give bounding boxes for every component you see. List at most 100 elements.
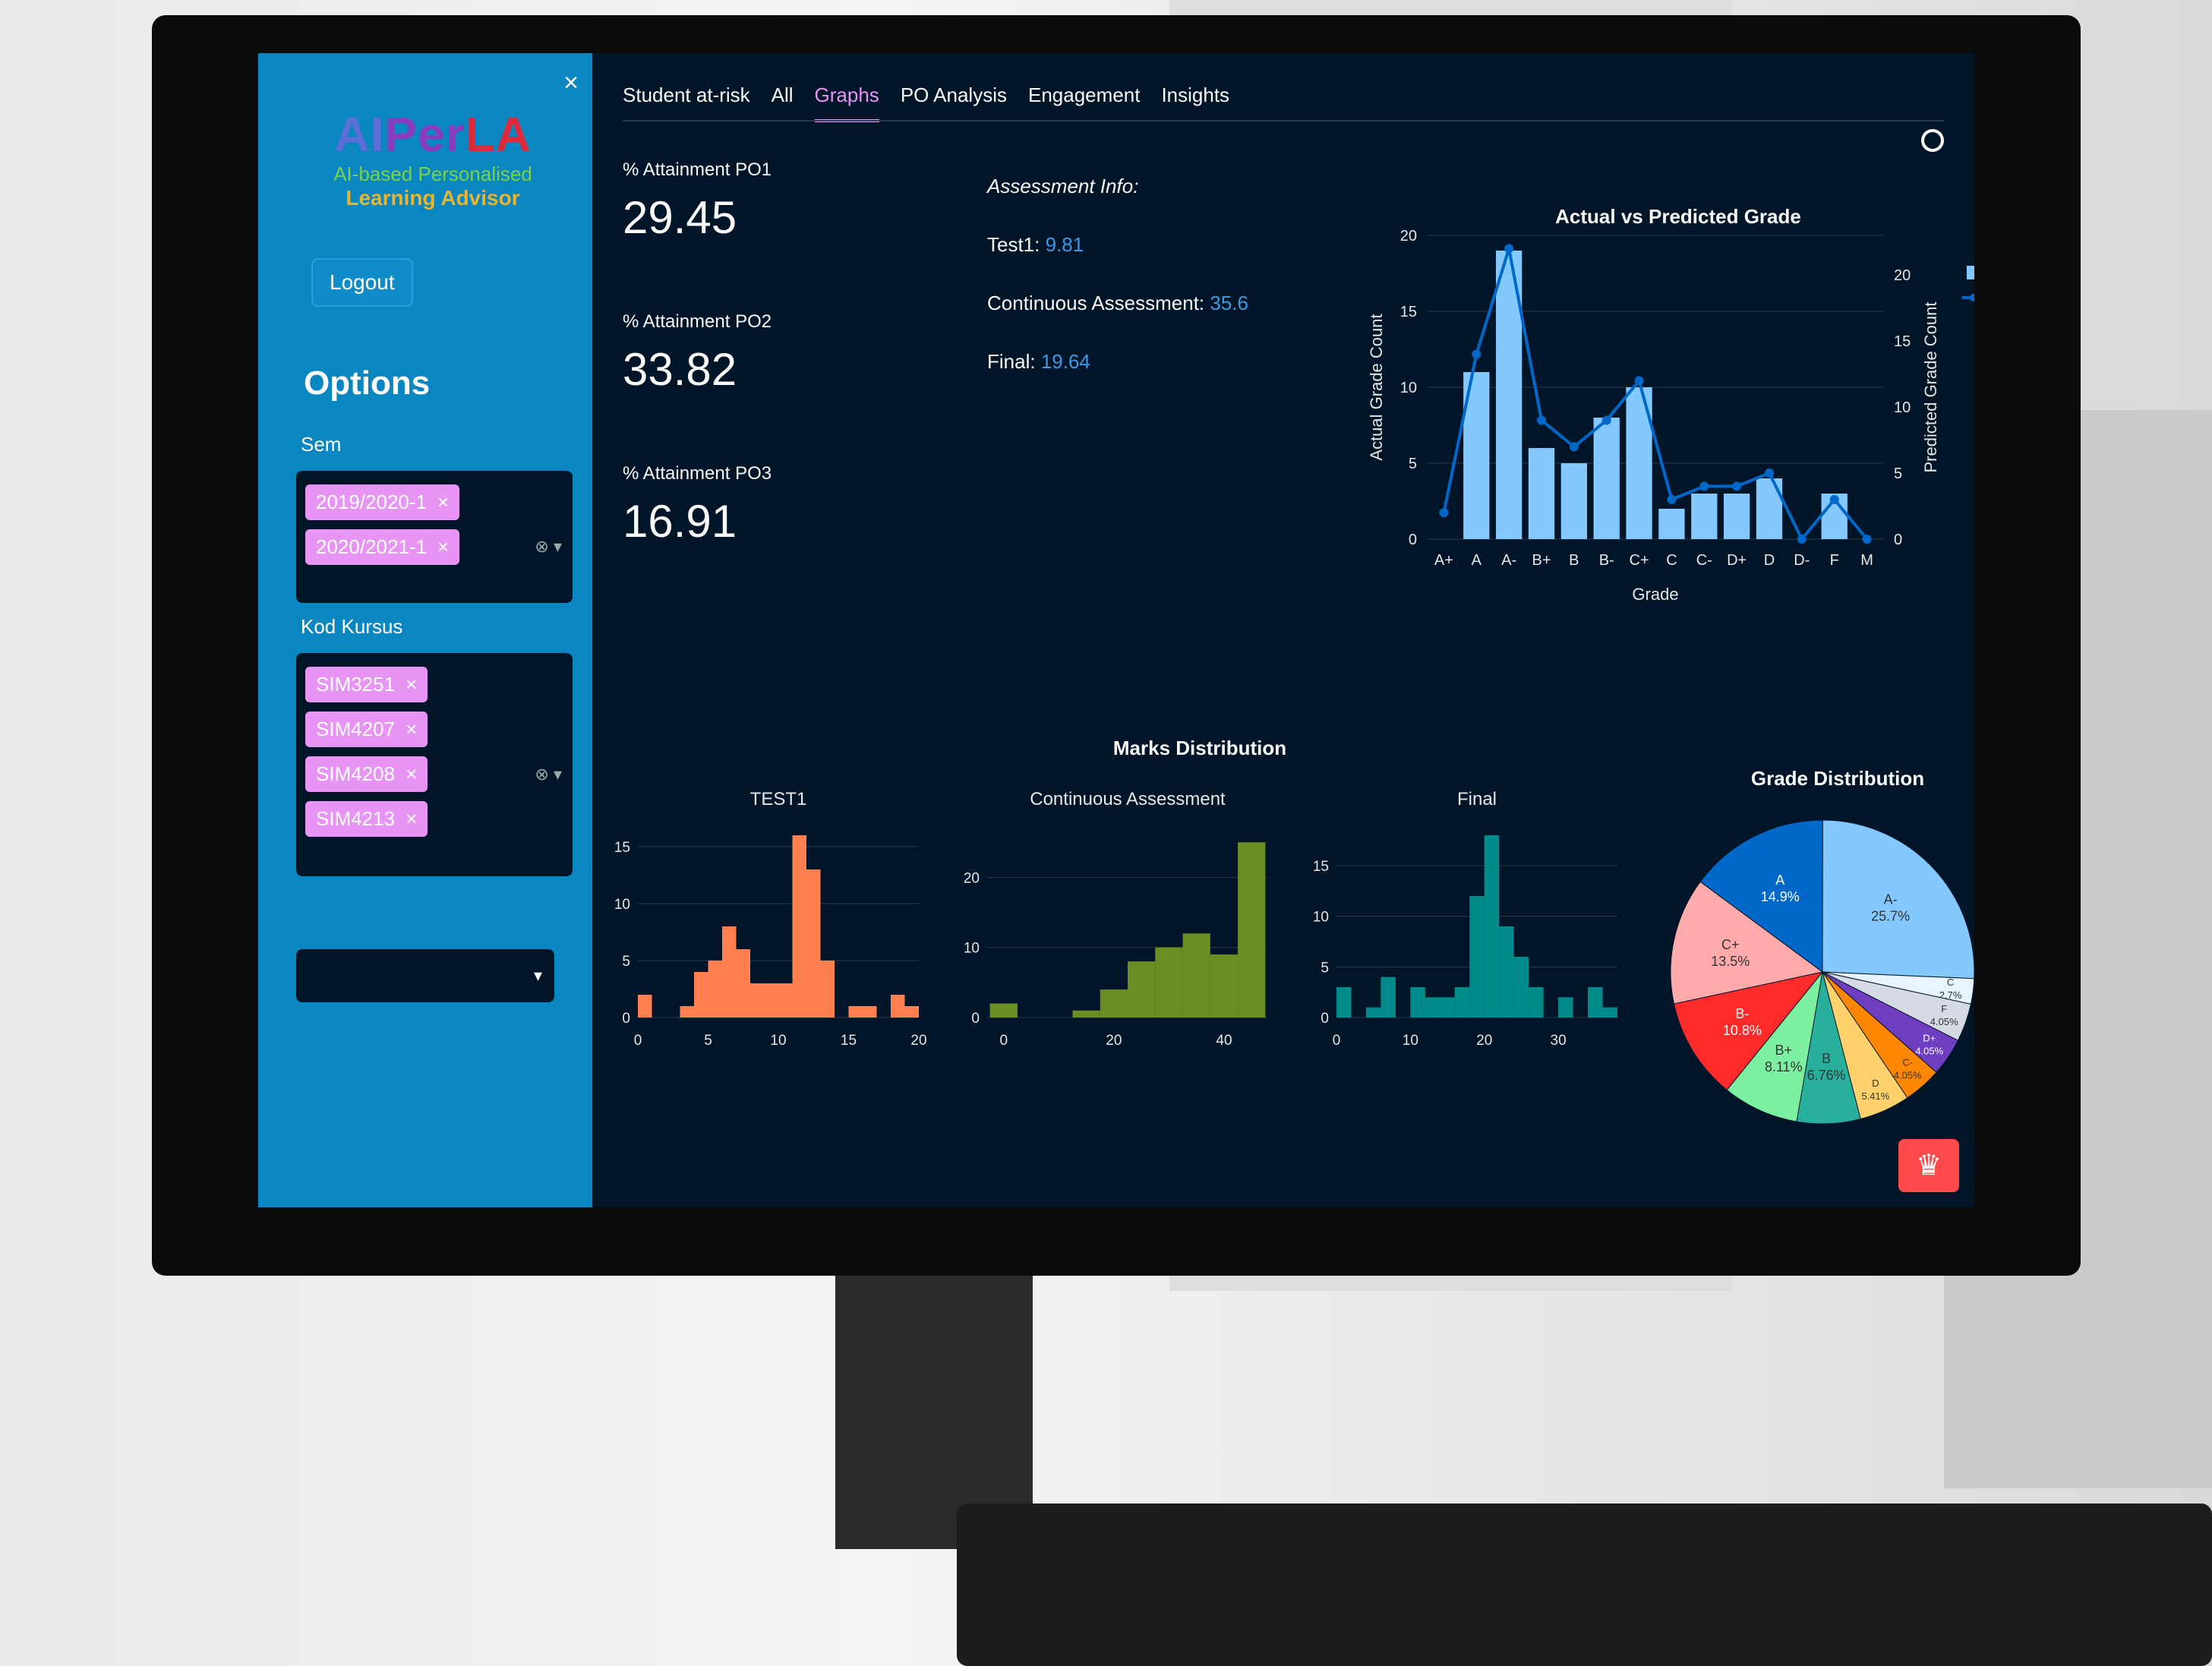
y-tick-label: 0	[1409, 532, 1417, 548]
metric-value: 29.45	[623, 192, 737, 243]
pie-percent: 5.41%	[1861, 1090, 1889, 1102]
info-value: 19.64	[1040, 350, 1090, 373]
histogram-bar	[1469, 896, 1485, 1018]
histogram-bar	[863, 1006, 877, 1018]
histogram-bar	[1336, 987, 1352, 1018]
histogram-bar	[750, 983, 765, 1018]
histogram-bar	[1602, 1007, 1617, 1018]
chip-kod_kursus[interactable]: SIM4208 ×	[305, 756, 428, 792]
predicted-line	[1442, 248, 1869, 542]
sem-label: Sem	[301, 433, 342, 456]
x-tick-label: 0	[634, 1033, 642, 1049]
marks-distribution-title: Marks Distribution	[1112, 737, 1287, 759]
chip-remove-icon[interactable]: ×	[437, 535, 450, 558]
chevron-down-icon[interactable]: ▾	[553, 537, 562, 556]
histogram-bar	[1588, 987, 1603, 1018]
y-tick-label: 0	[1321, 1011, 1329, 1027]
chevron-down-icon[interactable]: ▾	[553, 765, 562, 784]
assessment-info-row: Final: 19.64	[987, 350, 1248, 374]
chart-title: Actual vs Predicted Grade	[1555, 205, 1801, 228]
histogram-bar	[820, 961, 835, 1018]
bar-D	[1756, 478, 1783, 539]
bar-B-	[1593, 418, 1620, 539]
histogram-bar	[1128, 961, 1156, 1018]
chip-remove-icon[interactable]: ×	[405, 673, 418, 696]
logo: AIPerLA AI-based Personalised Learning A…	[311, 106, 554, 210]
chip-label: SIM4208	[316, 762, 396, 785]
histogram-bar	[1155, 947, 1183, 1018]
tab-engagement[interactable]: Engagement	[1027, 84, 1141, 106]
clear-icon[interactable]: ⊗	[535, 765, 549, 784]
tab-insights[interactable]: Insights	[1161, 84, 1230, 106]
histogram-bar	[1072, 1010, 1100, 1018]
histogram-bar	[1410, 987, 1425, 1018]
chip-kod_kursus[interactable]: SIM4213 ×	[305, 801, 428, 837]
multiselect-controls: ⊗ ▾	[535, 537, 562, 557]
histogram-bar	[680, 1006, 694, 1018]
bar-C-	[1691, 494, 1718, 539]
histogram-bar	[1100, 989, 1128, 1018]
x-tick-label: A-	[1501, 552, 1516, 569]
histogram-title: Final	[1457, 789, 1497, 809]
logout-button[interactable]: Logout	[311, 258, 413, 307]
pie-slice-A-	[1822, 819, 1974, 980]
histogram-bar	[848, 1006, 863, 1018]
legend-marker	[1970, 294, 1974, 301]
tab-student-at-risk[interactable]: Student at-risk	[623, 84, 750, 106]
chip-kod_kursus[interactable]: SIM4207 ×	[305, 712, 428, 747]
x-tick-label: D-	[1794, 552, 1810, 569]
final-histogram: Final 0 5 10 15 0 10 20 30	[1313, 789, 1617, 1049]
pie-label: D+	[1923, 1032, 1936, 1043]
options-heading: Options	[304, 364, 431, 402]
pie-label: B-	[1735, 1006, 1749, 1021]
sem-multiselect[interactable]: ⊗ ▾ 2019/2020-1 × 2020/2021-1 ×	[296, 471, 573, 603]
chip-remove-icon[interactable]: ×	[405, 762, 418, 785]
logo-line2: Learning Advisor	[346, 186, 520, 210]
tab-graphs[interactable]: Graphs	[814, 84, 879, 122]
pie-label: D	[1872, 1078, 1879, 1089]
pie-label: B+	[1775, 1043, 1793, 1058]
histogram-title: Continuous Assessment	[1030, 789, 1226, 809]
predicted-point-C+	[1634, 376, 1644, 386]
clear-icon[interactable]: ⊗	[535, 537, 549, 556]
pie-percent: 8.11%	[1765, 1059, 1803, 1074]
x-tick-label: C+	[1630, 552, 1649, 569]
x-tick-label: F	[1830, 552, 1839, 569]
tab-divider	[623, 120, 1944, 121]
predicted-point-C-	[1699, 481, 1709, 491]
y-tick-label: 10	[964, 941, 980, 957]
x-tick-label: 0	[999, 1033, 1008, 1049]
x-tick-label: 20	[1106, 1033, 1122, 1049]
x-tick-label: 20	[910, 1033, 926, 1049]
info-value: 35.6	[1210, 292, 1248, 314]
logo-line1: AI-based Personalised	[333, 162, 532, 185]
crown-icon[interactable]: ♛	[1898, 1139, 1959, 1192]
close-sidebar-icon[interactable]: ×	[563, 68, 579, 97]
x-tick-label: 10	[1403, 1033, 1418, 1049]
chip-remove-icon[interactable]: ×	[405, 718, 418, 740]
pie-label: F	[1941, 1003, 1947, 1014]
selectbox[interactable]: ▾	[296, 949, 554, 1002]
metric-po2: % Attainment PO2 33.82	[623, 311, 772, 396]
x-axis-label: Grade	[1632, 585, 1678, 604]
histogram-bar	[1238, 842, 1266, 1018]
kod-kursus-multiselect[interactable]: ⊗ ▾ SIM3251 × SIM4207 × SIM4208 × SIM4213 ×	[296, 653, 573, 876]
x-tick-label: C-	[1696, 552, 1712, 569]
histogram-bar	[1484, 835, 1500, 1018]
predicted-point-D-	[1797, 535, 1807, 544]
x-tick-label: M	[1860, 552, 1873, 569]
chip-remove-icon[interactable]: ×	[405, 807, 418, 830]
histogram-bar	[1529, 987, 1544, 1018]
chip-kod_kursus[interactable]: SIM3251 ×	[305, 667, 428, 702]
chip-sem[interactable]: 2020/2021-1 ×	[305, 529, 460, 565]
tab-all[interactable]: All	[771, 84, 794, 106]
chip-remove-icon[interactable]: ×	[437, 491, 450, 513]
grade-distribution-title: Grade Distribution	[1750, 767, 1925, 790]
tab-po-analysis[interactable]: PO Analysis	[900, 84, 1007, 106]
chip-sem[interactable]: 2019/2020-1 ×	[305, 484, 460, 520]
histogram-bar	[1210, 954, 1239, 1018]
chip-label: 2019/2020-1	[316, 491, 428, 513]
x-tick-label: B-	[1599, 552, 1614, 569]
histogram-bar	[638, 995, 652, 1018]
github-icon[interactable]	[1921, 129, 1944, 152]
